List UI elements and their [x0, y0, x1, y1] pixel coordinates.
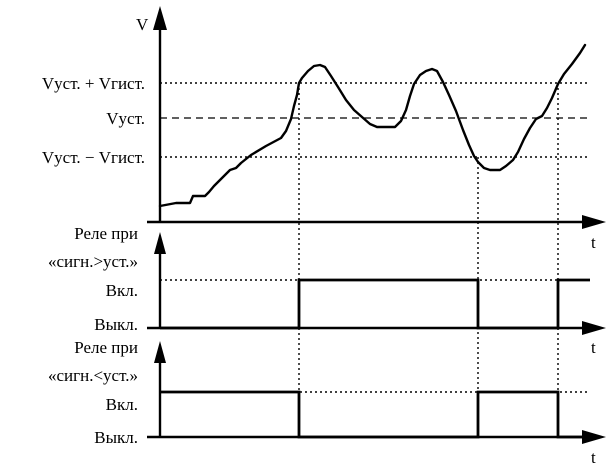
relay-less-panel: Реле при «сигн.<уст.» Вкл. Выкл. t [48, 338, 606, 467]
relay-greater-off-label: Выкл. [94, 315, 138, 334]
relay-greater-panel: Реле при «сигн.>уст.» Вкл. Выкл. t [48, 224, 606, 357]
signal-panel: V t Vуст. + Vгист. Vуст. Vуст. − Vгист. [42, 6, 606, 437]
setpoint-label: Vуст. [106, 109, 145, 128]
relay-less-state [160, 390, 590, 439]
signal-y-axis-label: V [136, 15, 149, 34]
relay-greater-y-axis-arrow [154, 232, 166, 254]
relay-less-title-line1: Реле при [74, 338, 138, 357]
relay-greater-title-line2: «сигн.>уст.» [48, 252, 138, 271]
relay-less-x-axis-arrow [582, 430, 606, 444]
relay-less-y-axis-arrow [154, 341, 166, 363]
relay-greater-state [160, 278, 590, 330]
lower-threshold-label: Vуст. − Vгист. [42, 148, 145, 167]
signal-y-axis-arrow [153, 6, 167, 30]
signal-curve [158, 43, 587, 208]
relay-less-off-label: Выкл. [94, 428, 138, 447]
signal-x-axis-arrow [582, 215, 606, 229]
upper-threshold-label: Vуст. + Vгист. [42, 74, 145, 93]
relay-less-x-axis-label: t [591, 448, 596, 467]
relay-greater-x-axis-arrow [582, 321, 606, 335]
signal-x-axis-label: t [591, 233, 596, 252]
relay-less-on-label: Вкл. [106, 395, 138, 414]
relay-greater-x-axis-label: t [591, 338, 596, 357]
relay-less-title-line2: «сигн.<уст.» [48, 366, 138, 385]
relay-greater-on-label: Вкл. [106, 281, 138, 300]
relay-greater-title-line1: Реле при [74, 224, 138, 243]
